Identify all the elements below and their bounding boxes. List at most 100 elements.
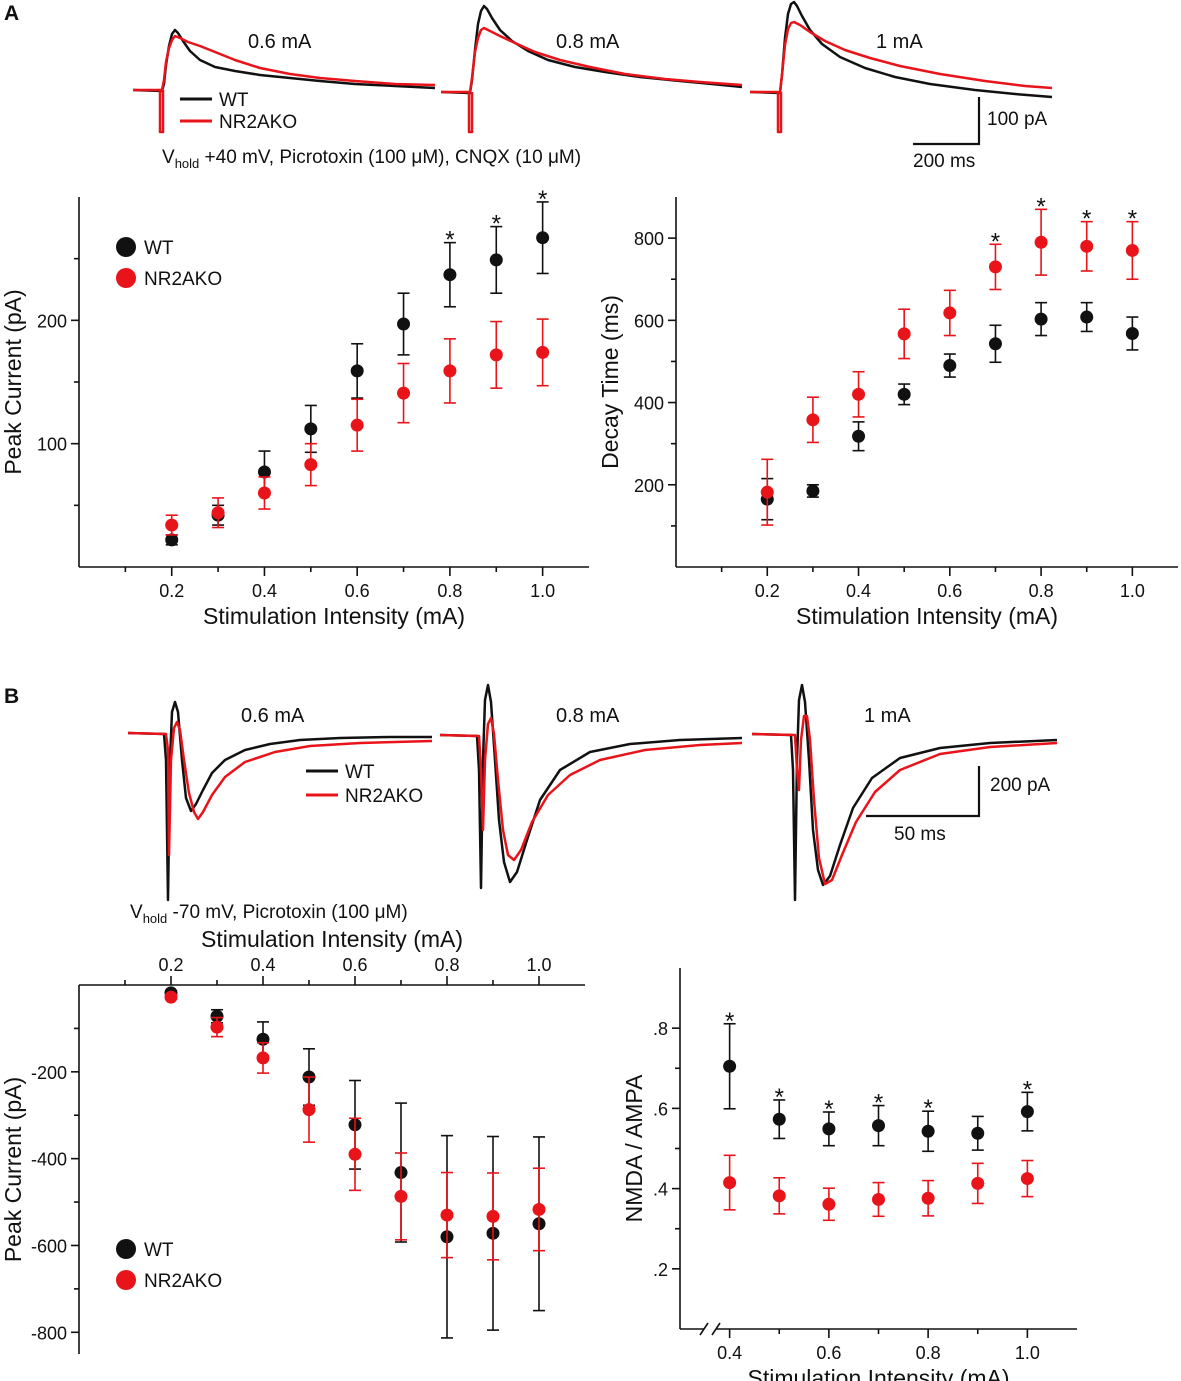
data-point [988,337,1002,351]
legend-marker [116,1239,136,1259]
x-tick-label: 1.0 [526,955,551,975]
trace-label-a-1: 0.6 mA [248,31,312,53]
data-point [872,1119,885,1133]
data-point [852,429,866,443]
data-point [943,306,957,320]
x-tick-label: 0.4 [250,955,275,975]
data-point [971,1126,985,1140]
x-axis-title: Stimulation Intensity (mA) [796,603,1058,629]
significance-marker: * [1023,1076,1032,1103]
x-tick-label: 0.8 [916,1343,941,1363]
data-point [348,1147,362,1161]
y-tick-label: 200 [37,311,67,331]
trace-label-b-3: 1 mA [864,705,911,727]
y-axis-title: Decay Time (ms) [597,295,623,469]
axis-break-mark [711,1322,721,1336]
trace-label-b-1: 0.6 mA [241,705,305,727]
data-point [971,1176,985,1190]
significance-marker: * [492,211,501,238]
axis-break-mark [699,1322,709,1336]
trace-ko-a-1 [133,34,436,92]
trace-ko-b-3 [751,714,1058,886]
legend-label: WT [144,238,174,259]
y-tick-label: .2 [653,1260,668,1280]
significance-marker: * [1082,206,1091,233]
scale-bar-b-x-label: 50 ms [894,824,946,845]
data-point [304,422,318,436]
data-point [304,458,318,472]
y-tick-label: .4 [653,1180,668,1200]
x-tick-label: 1.0 [1120,581,1145,601]
x-tick-label: 0.4 [717,1343,742,1363]
y-tick-label: .6 [653,1099,668,1119]
data-point [806,413,820,427]
y-tick-label: -800 [31,1323,67,1343]
x-tick-label: 0.4 [846,581,871,601]
x-tick-label: 1.0 [1015,1343,1040,1363]
legend-label: NR2AKO [144,269,222,290]
x-tick-label: 0.8 [1029,581,1054,601]
data-point [822,1122,836,1136]
trace-label-a-2: 0.8 mA [556,31,620,53]
chart-peak-current-b: 0.2 0.4 0.6 0.8 1.0 -200 -400 -600 -800 Stimulati… [0,926,585,1354]
x-tick-label: 0.8 [437,581,462,601]
data-point [1125,326,1139,340]
y-axis-title: Peak Current (pA) [0,289,26,474]
scale-bar-b-y-label: 200 pA [990,775,1051,796]
data-point [806,484,820,498]
data-point [872,1192,885,1206]
data-point [397,386,411,400]
chart-nmda-ampa-ratio-b: 0.4 0.6 0.8 1.0 .2 .4 .6 .8 Stimulation Intensit… [621,968,1077,1381]
data-point [772,1112,786,1126]
data-point [443,268,457,282]
legend-label: NR2AKO [144,1271,222,1292]
data-point [489,253,503,267]
x-tick-label: 0.2 [755,581,780,601]
data-point [772,1189,786,1203]
chart-peak-current-a: 0.2 0.4 0.6 0.8 1.0 100 200 Stimulation Intensi… [0,186,589,629]
trace-wt-b-2 [439,683,743,890]
data-point [943,359,957,373]
condition-label-a: Vhold +40 mV, Picrotoxin (100 μM), CNQX … [162,147,581,171]
data-point [210,1009,224,1023]
trace-legend-a: WT NR2AKO [180,90,297,133]
data-point [1080,310,1094,324]
trace-ko-a-2-artifact [467,92,474,134]
y-tick-label: 800 [634,229,664,249]
panel-label-a: A [4,2,19,25]
data-point [256,1051,270,1065]
data-point [532,1202,546,1216]
trace-wt-b-3 [751,683,1058,902]
data-point [1080,239,1094,253]
data-point [723,1059,737,1073]
significance-marker: * [775,1084,784,1111]
data-point [489,348,503,362]
data-point [536,231,550,245]
y-tick-label: -200 [31,1063,67,1083]
legend-label: WT [144,1240,174,1261]
data-point [536,345,550,359]
y-tick-label: -600 [31,1236,67,1256]
y-axis-title: Peak Current (pA) [0,1077,26,1262]
trace-ko-b-1 [127,720,433,857]
scale-bar-a: 100 pA 200 ms [913,97,1048,172]
trace-label-a-3: 1 mA [876,31,923,53]
significance-marker: * [923,1095,932,1122]
significance-marker: * [725,1008,734,1035]
data-point [440,1208,454,1222]
series-nr2ako [164,990,546,1261]
data-point [165,533,179,547]
data-point [443,364,457,378]
data-point [1034,312,1048,326]
trace-legend-b: WT NR2AKO [306,762,423,807]
series-wt [723,1022,1034,1153]
trace-group-b [127,683,1058,902]
x-tick-label: 0.4 [252,581,277,601]
data-point [897,387,911,401]
data-point [897,327,911,341]
data-point [257,486,271,500]
panel-label-b: B [4,685,19,708]
x-tick-label: 1.0 [530,581,555,601]
data-point [760,485,774,499]
